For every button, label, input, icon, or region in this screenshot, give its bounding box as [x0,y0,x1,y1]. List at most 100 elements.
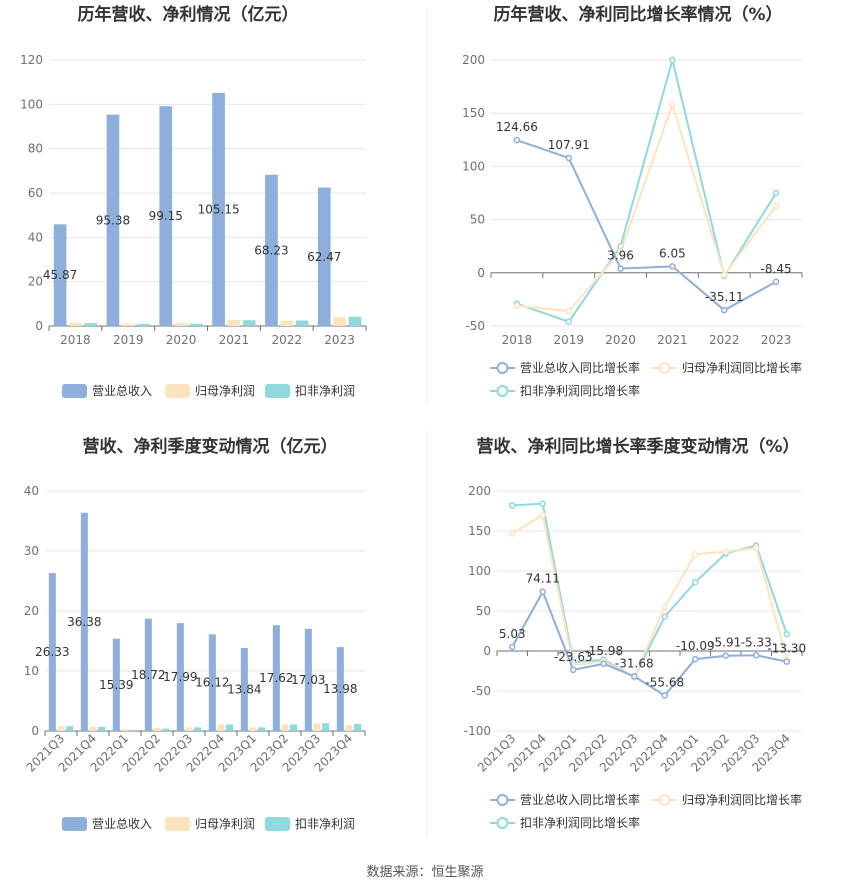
legend-swatch [165,817,190,831]
legend-marker [496,794,509,806]
bar [280,320,294,326]
legend-swatch [62,817,87,831]
bar-data-label: 17.99 [163,670,197,684]
annual-revenue-profit-bar-chart: 历年营收、净利情况（亿元） 0 20 40 60 80 100 120 2018 2019 2020… [20,4,367,398]
legend-marker [658,362,671,374]
y-tick-label: 200 [468,484,491,498]
line-data-label: 124.66 [496,120,538,134]
bar [98,726,106,731]
chart-title: 历年营收、净利同比增长率情况（%） [493,4,782,25]
y-tick-label: 0 [483,644,491,658]
y-tick-label: 100 [462,159,485,173]
series-point [783,658,790,665]
chart-title: 历年营收、净利情况（亿元） [78,4,299,25]
bar [265,174,278,326]
bar [185,727,193,731]
series-line [511,513,788,679]
legend-swatch [265,817,290,831]
y-tick-label: 150 [468,524,491,538]
line-data-label: -23.63 [554,650,593,664]
series-point [539,588,546,595]
bar [153,728,161,731]
legend-item: 扣非净利润 [265,384,355,398]
series-point [617,265,624,272]
bar-data-label: 13.98 [323,682,357,696]
bar [176,623,184,731]
bar-data-label: 95.38 [96,213,130,227]
series-point [631,673,638,680]
bar-data-label: 15.39 [99,678,133,692]
legend-item: 扣非净利润同比增长率 [490,383,640,398]
series-point [753,652,760,659]
y-tick-label: 30 [24,544,39,558]
legend-marker [496,817,509,829]
line-data-label: -55.68 [645,676,684,690]
bar [348,316,362,326]
x-tick-label: 2018 [60,333,91,347]
x-tick-label: 2020 [166,333,197,347]
series-point [772,278,780,286]
bar [336,647,344,731]
series-point [661,692,668,699]
series-point [722,652,729,659]
x-tick-label: 2019 [113,333,144,347]
bar [304,628,312,731]
series-point [669,56,676,64]
bar [217,724,225,731]
legend-label: 营业总收入同比增长率 [520,792,640,807]
bar [144,618,152,731]
x-tick-label: 2021 [219,333,250,347]
legend-label: 扣非净利润同比增长率 [520,815,640,830]
bar [317,187,331,326]
legend-label: 归母净利润 [195,384,255,398]
bar [130,729,138,731]
x-tick-label: 2023 [761,333,792,347]
x-tick-label: 2019 [553,333,584,347]
series-point [783,630,790,638]
legend-label: 营业总收入 [92,384,152,398]
legend-swatch [265,384,290,398]
bar [66,726,74,731]
bar [240,647,248,731]
series-line [516,56,777,323]
legend-item: 扣非净利润同比增长率 [490,815,640,830]
y-tick-label: 200 [462,53,485,67]
bar [57,726,65,731]
bar [295,320,309,326]
bar [322,723,330,731]
series-point [565,154,572,162]
bar-data-label: 17.03 [291,673,325,687]
legend-swatch [165,384,190,398]
series-point [692,550,699,558]
y-tick-label: 50 [470,213,485,227]
line-data-label: -8.45 [761,262,792,276]
bar [80,512,88,731]
data-source-note: 数据来源：恒生聚源 [366,865,483,880]
bar [159,106,173,326]
legend-item: 营业总收入 [62,817,152,831]
bar [290,724,298,731]
y-tick-label: 0 [31,724,39,738]
y-tick-label: 40 [24,484,39,498]
bar [249,727,257,731]
series-point [565,307,572,315]
y-tick-label: 120 [20,53,43,67]
bar-data-label: 62.47 [307,250,341,264]
legend-item: 归母净利润 [165,384,255,398]
series-point [772,189,780,197]
x-tick-label: 2021 [657,333,688,347]
line-data-label: -13.30 [767,642,806,656]
y-tick-label: 80 [28,142,43,156]
series-point [669,101,676,108]
y-tick-label: 150 [462,106,485,120]
bar [208,634,216,731]
series-point [570,666,577,674]
series-point [600,660,607,668]
legend-item: 归母净利润 [165,817,255,831]
bar [194,727,202,731]
x-tick-label: 2023 [324,333,355,347]
bar-data-label: 68.23 [254,243,288,257]
series-point [565,318,572,325]
x-tick-label: 2020 [605,333,636,347]
legend-label: 归母净利润同比增长率 [682,792,802,807]
